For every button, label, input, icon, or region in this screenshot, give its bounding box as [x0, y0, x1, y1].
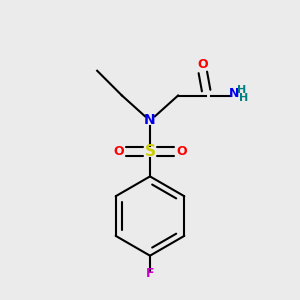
Text: F: F — [146, 267, 154, 280]
Text: N: N — [144, 113, 156, 127]
Text: O: O — [176, 145, 187, 158]
Text: N: N — [229, 87, 239, 101]
Text: S: S — [145, 144, 155, 159]
Text: H: H — [239, 93, 248, 103]
Text: O: O — [197, 58, 208, 71]
Text: O: O — [113, 145, 124, 158]
Text: H: H — [237, 85, 246, 94]
